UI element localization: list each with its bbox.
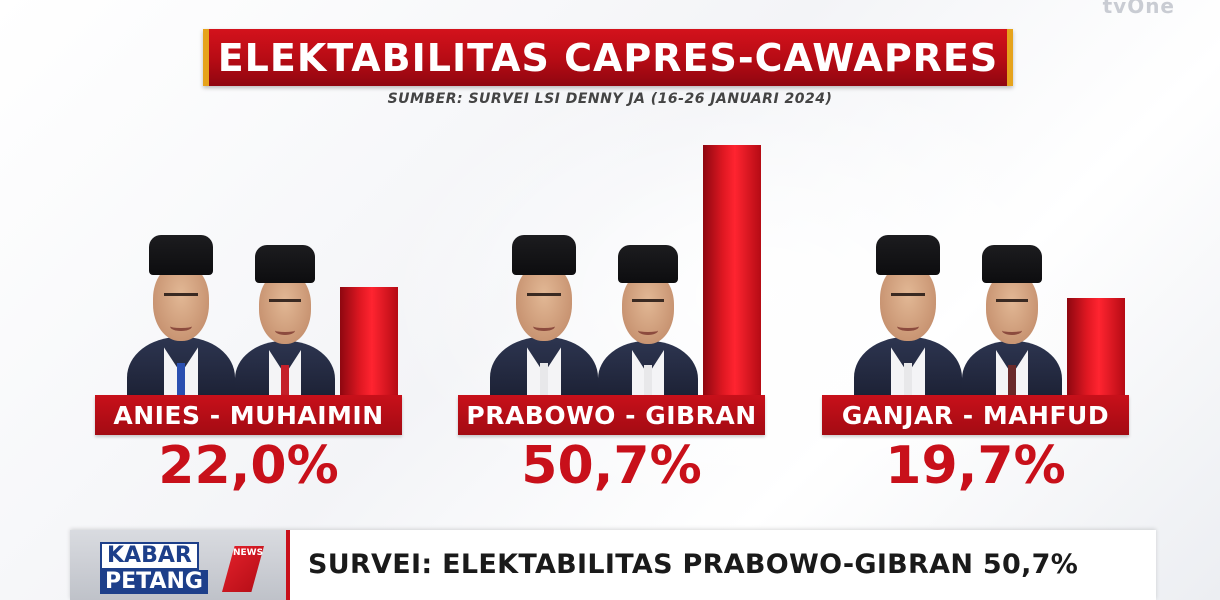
photo-cap-shape: [255, 245, 315, 283]
photo-cap-shape: [511, 235, 577, 275]
bar-1: [703, 145, 761, 395]
program-logo: KABAR PETANG NEWS: [70, 530, 286, 600]
program-logo-top: KABAR: [100, 542, 199, 570]
news-badge-label: NEWS: [233, 548, 264, 558]
photo-eyes-shape: [269, 299, 301, 310]
candidate-photo-vice-2: [962, 245, 1062, 395]
photo-mouth-shape: [170, 321, 192, 331]
value-label-0: 22,0%: [158, 436, 339, 496]
candidate-photo-president-0: [127, 235, 235, 395]
candidate-photo-president-1: [490, 235, 598, 395]
category-label-0: ANIES - MUHAIMIN: [113, 400, 384, 430]
photo-eyes-shape: [632, 299, 664, 310]
photo-mouth-shape: [533, 321, 555, 331]
value-label-1: 50,7%: [521, 436, 702, 496]
photo-mouth-shape: [897, 321, 919, 331]
broadcaster-logo: tvOne: [1102, 0, 1175, 18]
value-label-2: 19,7%: [885, 436, 1066, 496]
bar-0: [340, 286, 398, 395]
photo-mouth-shape: [275, 326, 295, 335]
category-band-0: ANIES - MUHAIMIN: [95, 395, 402, 435]
category-label-1: PRABOWO - GIBRAN: [466, 400, 757, 430]
candidate-photo-president-2: [854, 235, 962, 395]
category-band-2: GANJAR - MAHFUD: [822, 395, 1129, 435]
category-band-1: PRABOWO - GIBRAN: [458, 395, 765, 435]
chart-title: ELEKTABILITAS CAPRES-CAWAPRES: [217, 35, 999, 80]
candidate-photo-vice-0: [235, 245, 335, 395]
photo-cap-shape: [148, 235, 214, 275]
photo-cap-shape: [618, 245, 678, 283]
photo-tie-shape: [903, 363, 913, 395]
photo-cap-shape: [982, 245, 1042, 283]
photo-eyes-shape: [526, 292, 562, 304]
bar-2: [1067, 297, 1125, 395]
photo-eyes-shape: [996, 299, 1028, 310]
program-logo-bottom: PETANG: [100, 570, 208, 594]
photo-tie-shape: [176, 363, 186, 395]
photo-tie-shape: [644, 365, 652, 395]
ticker-headline: SURVEI: ELEKTABILITAS PRABOWO-GIBRAN 50,…: [308, 549, 1079, 580]
photo-mouth-shape: [1002, 326, 1022, 335]
photo-tie-shape: [281, 365, 289, 395]
news-ticker: KABAR PETANG NEWS SURVEI: ELEKTABILITAS …: [70, 530, 1156, 600]
photo-eyes-shape: [890, 292, 926, 304]
ticker-divider: [286, 530, 290, 600]
chart-title-banner: ELEKTABILITAS CAPRES-CAWAPRES: [203, 29, 1013, 86]
photo-eyes-shape: [163, 292, 199, 304]
photo-mouth-shape: [638, 326, 658, 335]
photo-tie-shape: [1008, 365, 1016, 395]
candidate-photo-vice-1: [598, 245, 698, 395]
category-label-2: GANJAR - MAHFUD: [841, 400, 1110, 430]
photo-tie-shape: [539, 363, 549, 395]
photo-cap-shape: [875, 235, 941, 275]
chart-subtitle: SUMBER: SURVEI LSI DENNY JA (16-26 JANUA…: [387, 91, 833, 107]
